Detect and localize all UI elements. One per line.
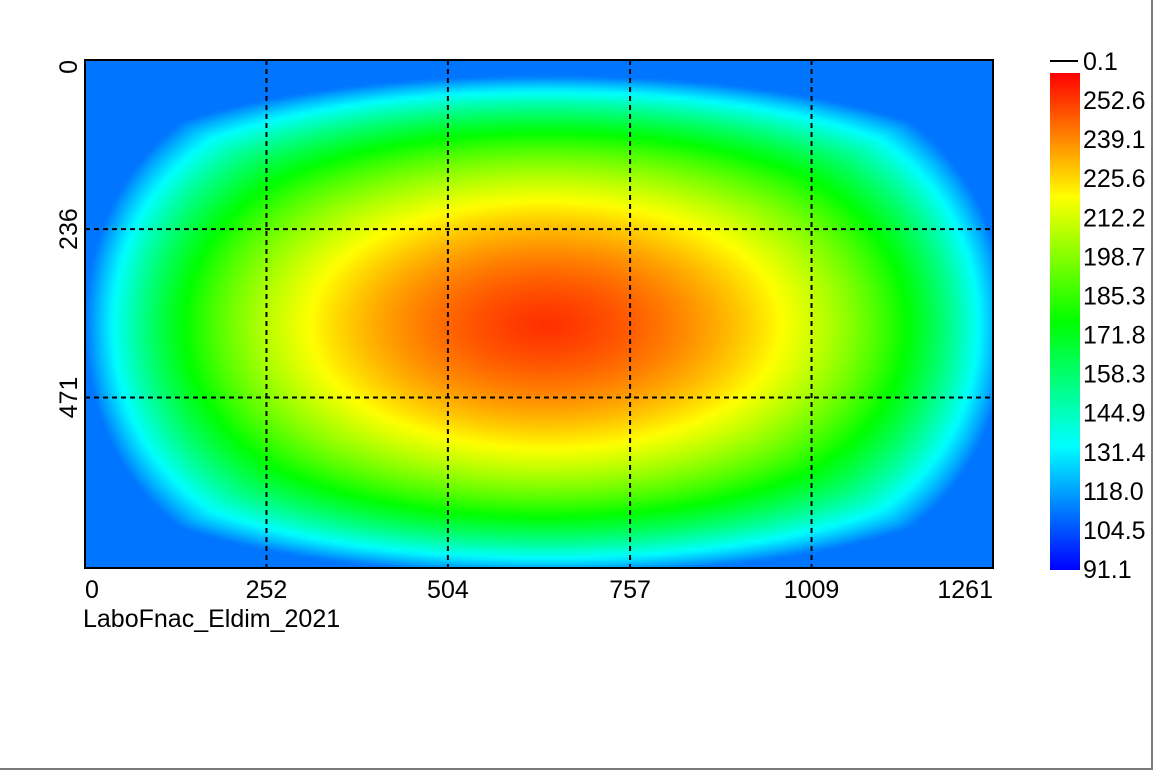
heatmap-plot-area	[84, 59, 994, 569]
colorbar-label: 144.9	[1083, 400, 1146, 428]
colorbar-label: 185.3	[1083, 282, 1146, 310]
colorbar-gradient	[1050, 73, 1080, 570]
colorbar-label: 212.2	[1083, 204, 1146, 232]
colorbar-label: 252.6	[1083, 87, 1146, 115]
colorbar-label: 131.4	[1083, 439, 1146, 467]
grid-lines	[85, 60, 993, 568]
colorbar-label: 198.7	[1083, 243, 1146, 271]
colorbar-label: 158.3	[1083, 361, 1146, 389]
colorbar-label: 0.1	[1083, 48, 1118, 76]
y-axis-tick-labels: 0 236 471	[55, 60, 83, 418]
colorbar-label: 91.1	[1083, 556, 1132, 584]
y-tick-label: 0	[55, 60, 83, 74]
x-axis-tick-labels: 0 252 504 757 1009 1261	[85, 576, 993, 604]
x-tick-label: 1261	[937, 576, 993, 604]
colorbar-label: 104.5	[1083, 517, 1146, 545]
chart-caption: LaboFnac_Eldim_2021	[83, 605, 340, 633]
x-tick-label: 0	[85, 576, 99, 604]
y-tick-label: 236	[55, 208, 83, 250]
x-tick-label: 757	[609, 576, 651, 604]
colorbar-labels: 0.1 252.6 239.1 225.6 212.2 198.7 185.3 171.8 15…	[1083, 48, 1146, 584]
colorbar-label: 171.8	[1083, 322, 1146, 350]
plot-border	[84, 59, 994, 569]
y-tick-label: 471	[55, 377, 83, 419]
colorbar-label: 239.1	[1083, 126, 1146, 154]
heatmap-image	[85, 60, 993, 568]
x-tick-label: 504	[427, 576, 469, 604]
colorbar-label: 118.0	[1083, 478, 1144, 506]
colorbar-label: 225.6	[1083, 165, 1146, 193]
x-tick-label: 252	[246, 576, 288, 604]
colorbar: 0.1 252.6 239.1 225.6 212.2 198.7 185.3 171.8 15…	[1050, 48, 1146, 584]
x-tick-label: 1009	[784, 576, 840, 604]
